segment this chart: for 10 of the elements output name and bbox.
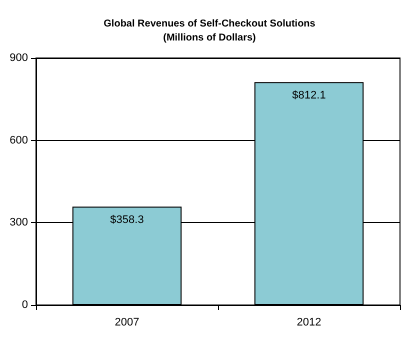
x-tick-label: 2012 — [296, 316, 322, 328]
chart-title: Global Revenues of Self-Checkout Solutions — [104, 18, 316, 30]
chart-subtitle: (Millions of Dollars) — [163, 32, 256, 44]
data-label: $358.3 — [110, 214, 144, 226]
y-tick-label: 300 — [10, 216, 28, 229]
x-tick-label: 2007 — [114, 316, 140, 328]
data-label: $812.1 — [292, 90, 326, 102]
y-tick-label: 0 — [22, 299, 28, 311]
y-tick-label: 600 — [10, 134, 28, 146]
y-tick-label: 900 — [10, 52, 28, 64]
